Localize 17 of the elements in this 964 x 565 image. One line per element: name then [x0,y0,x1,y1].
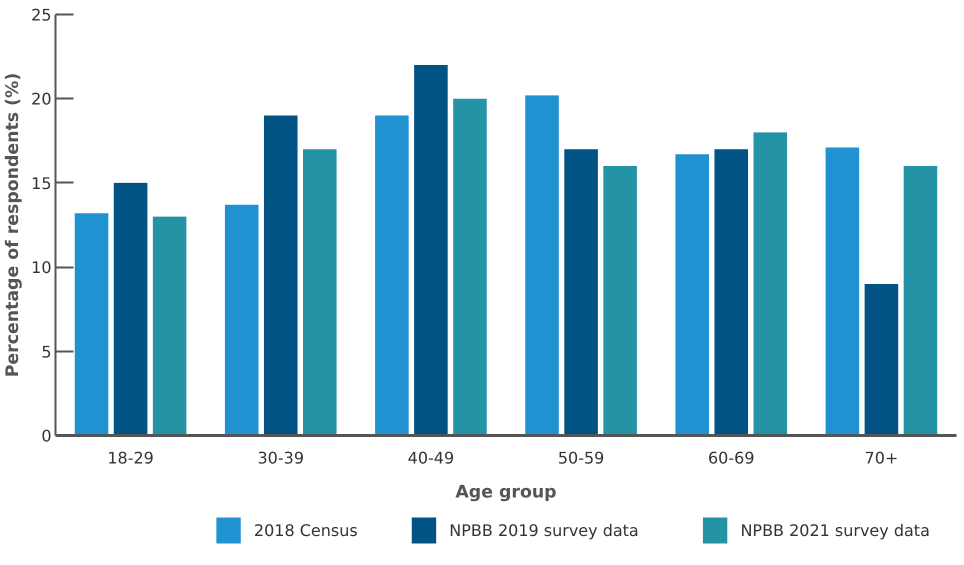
y-tick-label: 0 [41,426,52,446]
x-tick-label: 18-29 [107,448,154,468]
x-tick-label: 30-39 [258,448,304,468]
y-axis-title: Percentage of respondents (%) [3,72,24,378]
y-tick-label: 25 [31,6,52,24]
x-tick-label: 50-59 [558,448,604,468]
legend-label: 2018 Census [254,521,358,540]
y-tick-label: 5 [41,342,52,362]
y-tick-label: 20 [31,90,52,109]
legend-label: NPBB 2021 survey data [740,521,930,540]
y-tick-label: 15 [31,174,52,193]
y-tick-label: 10 [31,258,52,278]
x-tick-label: 70+ [864,448,898,468]
x-tick-label: 60-69 [708,448,755,468]
x-axis-title: Age group [455,482,557,502]
x-tick-label: 40-49 [408,448,454,468]
legend-label: NPBB 2019 survey data [449,521,639,540]
